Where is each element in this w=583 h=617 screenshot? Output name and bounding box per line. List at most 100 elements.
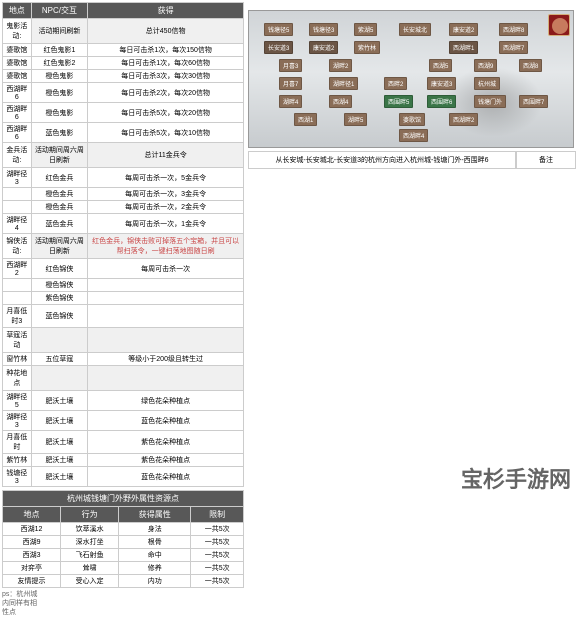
- cell: 绿色花朵种植点: [88, 391, 244, 411]
- cell: 每日可击杀2次，每次20信物: [88, 83, 244, 103]
- map-node[interactable]: 钱塘门外: [474, 95, 506, 108]
- cell: 西湖3: [3, 549, 61, 562]
- cell: 婆歌馆: [3, 57, 32, 70]
- cell: 蓝色锦侠: [31, 305, 88, 328]
- map-node[interactable]: 钱塘径3: [309, 23, 338, 36]
- main-table: 地点 NPC/交互 获得 鬼影活动: 活动期间刷新 总计450信物 婆歌馆红色鬼…: [2, 2, 244, 487]
- cell: 每周可击杀一次，1金兵令: [88, 214, 244, 234]
- s5-label: 种花地点: [3, 366, 32, 391]
- map-node[interactable]: 西湖5: [429, 59, 452, 72]
- map-node[interactable]: 西围畔6: [427, 95, 456, 108]
- cell: 身法: [119, 523, 191, 536]
- hdr-npc: NPC/交互: [31, 3, 88, 19]
- map-node[interactable]: 湖畔5: [344, 113, 367, 126]
- attr-h3: 限制: [191, 507, 244, 523]
- map-node[interactable]: 西湖9: [474, 59, 497, 72]
- map-node[interactable]: 紫湖5: [354, 23, 377, 36]
- cell: 蓝色金兵: [31, 214, 88, 234]
- map-node[interactable]: 康安道2: [449, 23, 478, 36]
- map-node[interactable]: 长安城北: [399, 23, 431, 36]
- map-node[interactable]: 钱塘径5: [264, 23, 293, 36]
- cell: 修养: [119, 562, 191, 575]
- attr-title: 杭州城钱塘门外野外属性资源点: [3, 491, 244, 507]
- bottom-note: ps：杭州城 内同样有相 性点: [2, 590, 244, 617]
- cell: 每日可击杀1次，每次150信物: [88, 44, 244, 57]
- map-node[interactable]: 湖畔2: [329, 59, 352, 72]
- cell: 每周可击杀一次，2金兵令: [88, 201, 244, 214]
- cell: 紫色花朵种植点: [88, 431, 244, 454]
- map-node[interactable]: 西湖畔8: [499, 23, 528, 36]
- s1-total: 总计450信物: [88, 19, 244, 44]
- s2-total: 总计11金兵令: [88, 143, 244, 168]
- cell: 肥沃土壤: [31, 411, 88, 431]
- s3-period: 活动期间周六周日刷新: [31, 234, 88, 259]
- s1-label: 鬼影活动:: [3, 19, 32, 44]
- hdr-get: 获得: [88, 3, 244, 19]
- cell: 湖畔径3: [3, 168, 32, 188]
- cell: 紫色锦侠: [31, 292, 88, 305]
- map-node[interactable]: 西湖畔1: [449, 41, 478, 54]
- map-node[interactable]: 西湖8: [519, 59, 542, 72]
- map-node[interactable]: 西湖畔2: [449, 113, 478, 126]
- cell: 一共5次: [191, 549, 244, 562]
- map-node[interactable]: 长安道3: [264, 41, 293, 54]
- cell: 每日可击杀5次，每次10信物: [88, 123, 244, 143]
- map-node[interactable]: 月喜7: [279, 77, 302, 90]
- map-node[interactable]: 西围畔7: [519, 95, 548, 108]
- cell: 对弈亭: [3, 562, 61, 575]
- map-node[interactable]: 紫竹林: [354, 41, 380, 54]
- cell: 窗竹林: [3, 353, 32, 366]
- cell: 月喜低时3: [3, 305, 32, 328]
- map-node[interactable]: 西畔2: [384, 77, 407, 90]
- map-node[interactable]: 湖畔4: [279, 95, 302, 108]
- map-node[interactable]: 西湖畔4: [399, 129, 428, 142]
- map-node[interactable]: 杭州城: [474, 77, 500, 90]
- cell: 一共5次: [191, 575, 244, 588]
- map-box: 钱塘径5钱塘径3紫湖5长安城北康安道2西湖畔8长安道3康安道2紫竹林西湖畔1西湖…: [248, 10, 574, 148]
- cell: 每周可击杀一次: [88, 259, 244, 279]
- map-node[interactable]: 西湖畔7: [499, 41, 528, 54]
- attr-h0: 地点: [3, 507, 61, 523]
- map-node[interactable]: 西湖4: [329, 95, 352, 108]
- cell: 深水打坐: [61, 536, 119, 549]
- cell: 湖畔径4: [3, 214, 32, 234]
- map-node[interactable]: 月喜3: [279, 59, 302, 72]
- map-node[interactable]: 康安道3: [427, 77, 456, 90]
- map-node[interactable]: 西围畔5: [384, 95, 413, 108]
- cell: [88, 279, 244, 292]
- cell: 月喜低时: [3, 431, 32, 454]
- map-note-label: 备注: [516, 151, 576, 169]
- cell: 湖畔径5: [3, 391, 32, 411]
- s2-period: 活动期间周六周日刷新: [31, 143, 88, 168]
- cell: 西湖畔2: [3, 259, 32, 279]
- cell: 橙色鬼影: [31, 83, 88, 103]
- cell: 受心入定: [61, 575, 119, 588]
- cell: 橙色锦侠: [31, 279, 88, 292]
- cell: 等级小于200级且转生过: [88, 353, 244, 366]
- hdr-loc: 地点: [3, 3, 32, 19]
- map-node[interactable]: 湖畔径1: [329, 77, 358, 90]
- s2-label: 金兵活动:: [3, 143, 32, 168]
- cell: [88, 305, 244, 328]
- attr-table: 杭州城钱塘门外野外属性资源点 地点 行为 获得属性 限制 西湖12饮萃溪水身法一…: [2, 490, 244, 588]
- attr-h1: 行为: [61, 507, 119, 523]
- cell: 五位草寇: [31, 353, 88, 366]
- cell: 西湖12: [3, 523, 61, 536]
- cell: 一共5次: [191, 562, 244, 575]
- map-node[interactable]: 康安道2: [309, 41, 338, 54]
- cell: [3, 188, 32, 201]
- map-node[interactable]: 婆歌馆: [399, 113, 425, 126]
- cell: 根骨: [119, 536, 191, 549]
- cell: 婆歌馆: [3, 44, 32, 57]
- cell: 蓝色花朵种植点: [88, 411, 244, 431]
- cell: 西湖畔6: [3, 123, 32, 143]
- attr-h2: 获得属性: [119, 507, 191, 523]
- cell: 蓝色花朵种植点: [88, 467, 244, 487]
- cell: 饮萃溪水: [61, 523, 119, 536]
- cell: 蓝色鬼影: [31, 123, 88, 143]
- cell: 紫色花朵种植点: [88, 454, 244, 467]
- map-node[interactable]: 西湖1: [294, 113, 317, 126]
- cell: 钱塘径3: [3, 467, 32, 487]
- map-note-row: 从长安城-长安城北-长安道3的杭州方向进入杭州城-钱塘门外-西围畔6 备注: [248, 151, 576, 169]
- map-note-text: 从长安城-长安城北-长安道3的杭州方向进入杭州城-钱塘门外-西围畔6: [248, 151, 516, 169]
